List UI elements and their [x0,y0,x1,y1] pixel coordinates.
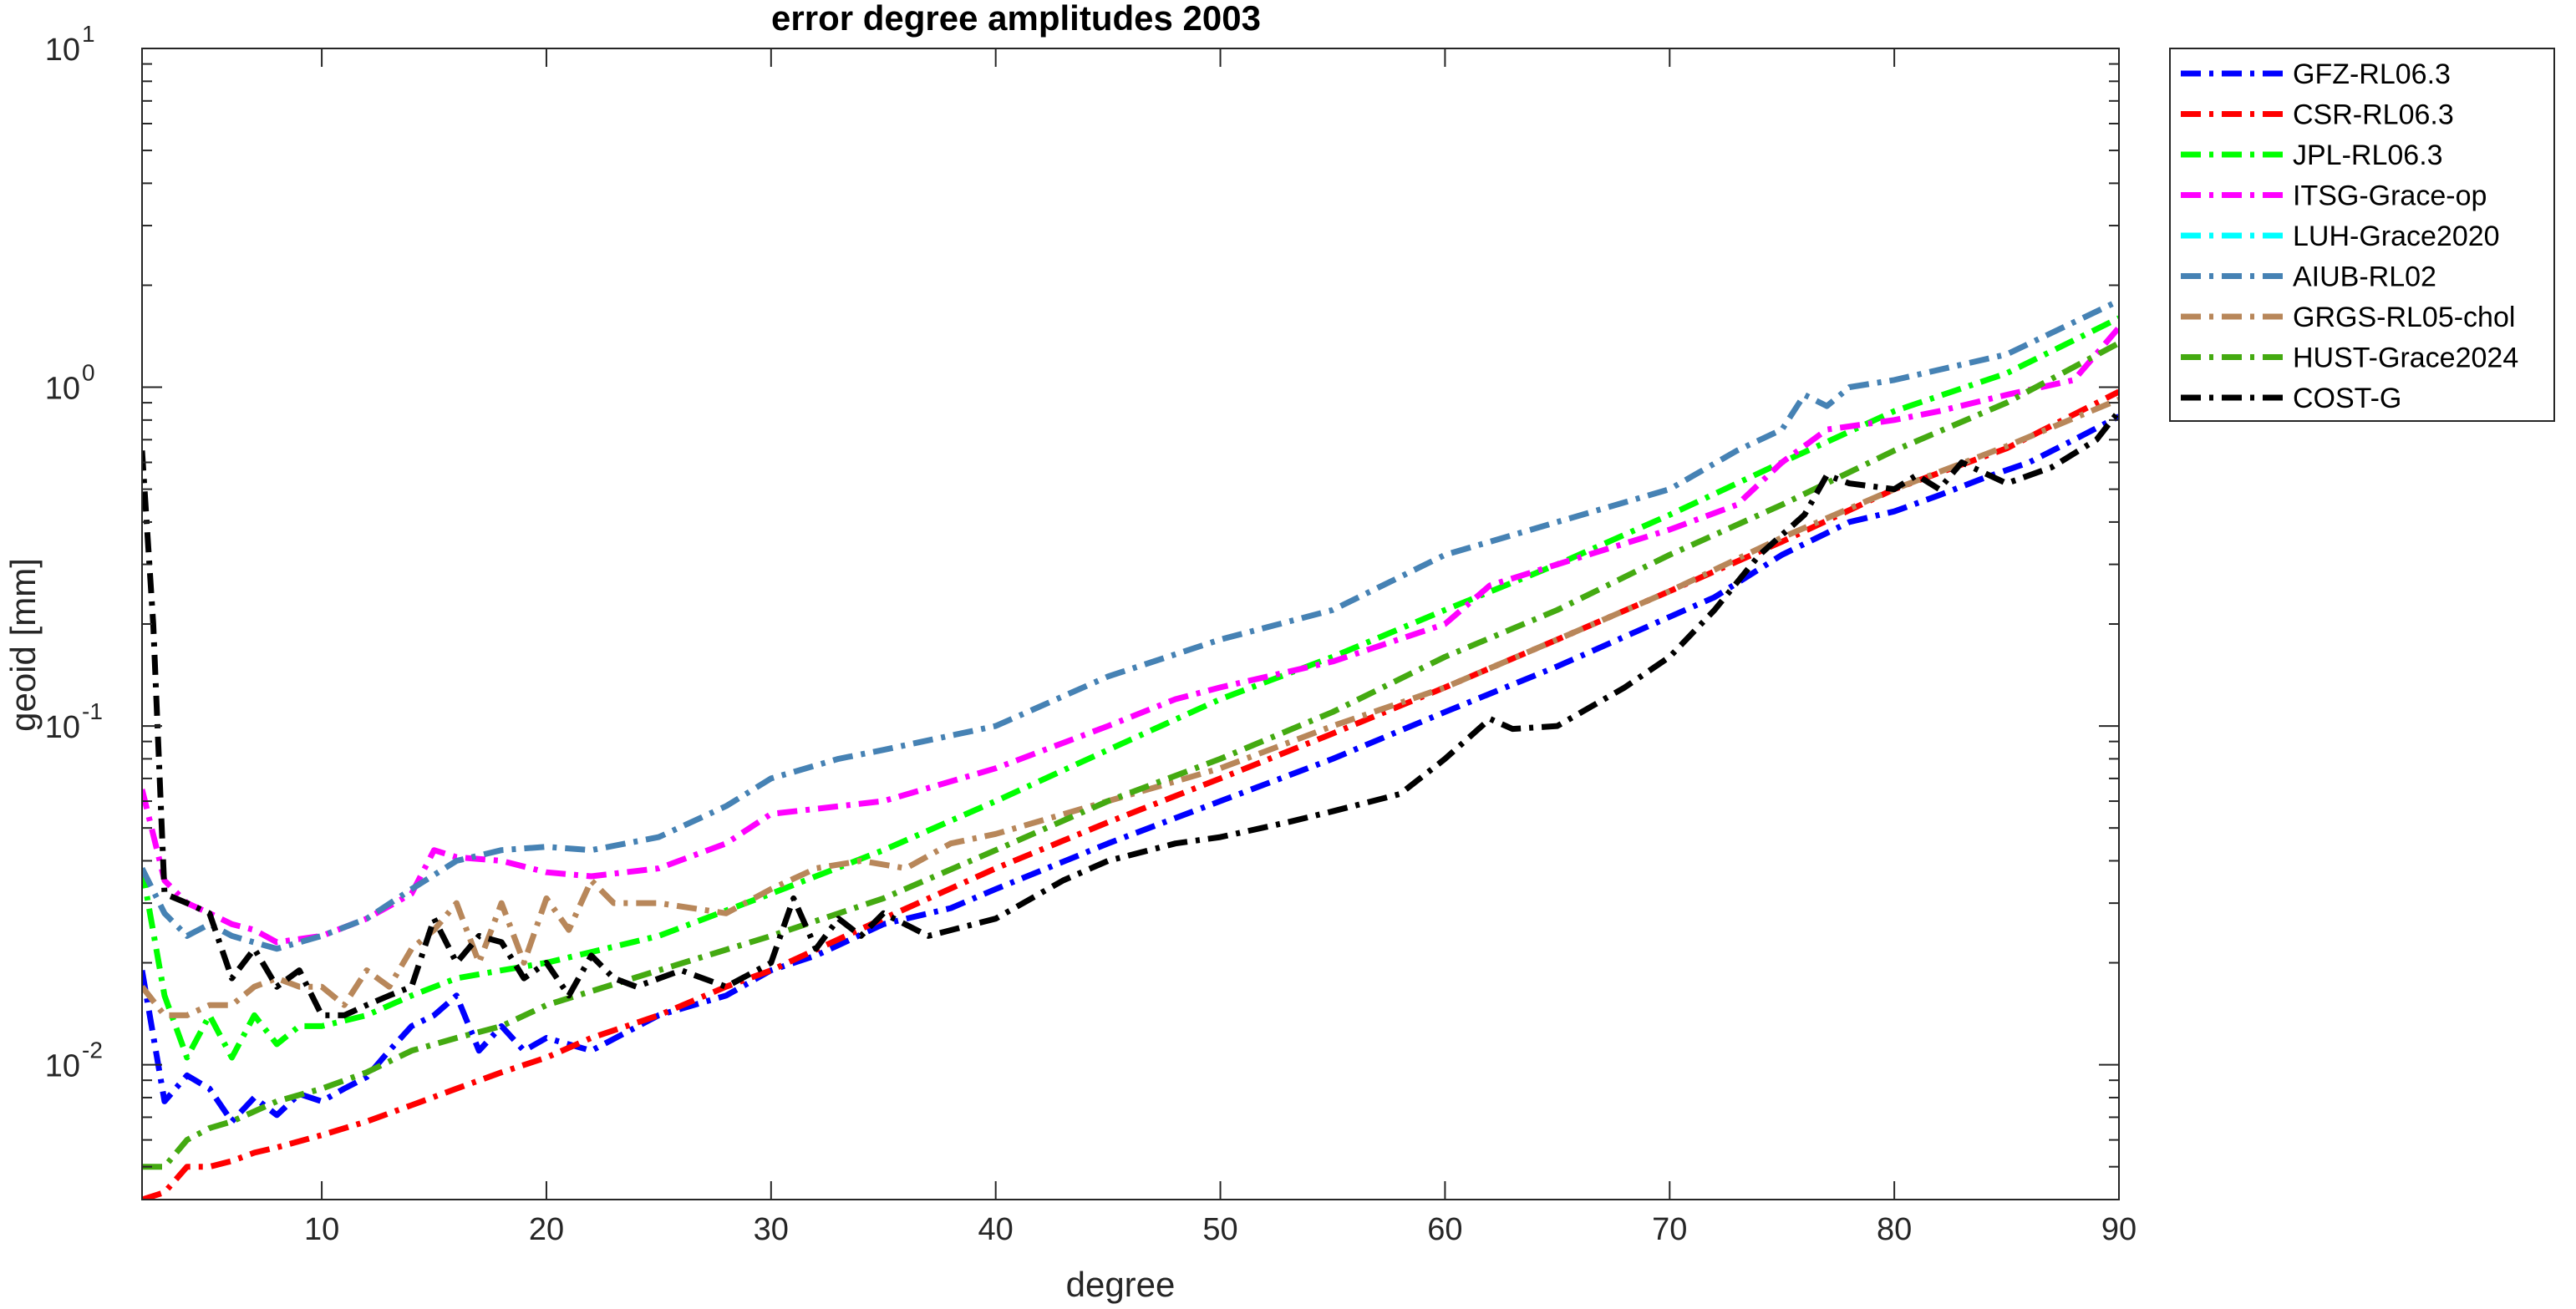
chart-title: error degree amplitudes 2003 [771,0,1261,38]
y-tick-label-base: 10 [45,33,80,68]
series-line-csr-rl06-3 [142,388,2119,1200]
series-line-gfz-rl06-3 [142,414,2119,1124]
x-tick-label: 90 [2101,1212,2137,1247]
plot-frame [141,48,2120,1200]
series-line-hust-grace2024 [142,340,2119,1170]
legend-entry: GRGS-RL05-chol [2181,302,2515,333]
y-tick-label-exp: -1 [82,698,103,724]
series-line-cost-g [142,409,2119,1018]
legend-label: GFZ-RL06.3 [2293,58,2451,90]
legend-label: LUH-Grace2020 [2293,221,2500,252]
y-tick-label-exp: -2 [82,1038,103,1063]
x-axis: 10 20 30 40 50 60 70 80 90 [304,48,2137,1247]
x-tick-label: 40 [978,1212,1014,1247]
x-tick-label: 70 [1652,1212,1687,1247]
legend-entry: LUH-Grace2020 [2181,221,2500,252]
y-tick-label-base: 10 [45,372,80,407]
series-line-jpl-rl06-3 [142,315,2119,1061]
x-tick-label: 60 [1427,1212,1462,1247]
legend-label: CSR-RL06.3 [2293,99,2454,131]
y-tick-label-base: 10 [45,1049,80,1084]
y-tick-label: 10 0 [45,360,95,407]
y-tick-label: 10 -1 [45,698,103,745]
x-tick-label: 20 [529,1212,564,1247]
legend-entry: JPL-RL06.3 [2181,140,2443,171]
legend-label: GRGS-RL05-chol [2293,302,2515,333]
legend-label: JPL-RL06.3 [2293,140,2443,171]
legend-label: AIUB-RL02 [2293,261,2436,293]
legend-entry: GFZ-RL06.3 [2181,58,2451,90]
y-tick-label: 10 -2 [45,1038,103,1084]
x-axis-label: degree [1066,1265,1176,1304]
y-tick-label: 10 1 [45,21,95,68]
y-tick-label-base: 10 [45,710,80,745]
legend-label: HUST-Grace2024 [2293,342,2518,374]
legend-entry: CSR-RL06.3 [2181,99,2454,131]
x-tick-label: 80 [1877,1212,1912,1247]
legend-entry: COST-G [2181,383,2401,414]
x-tick-label: 10 [304,1212,339,1247]
legend-label: ITSG-Grace-op [2293,180,2487,212]
legend-entry: AIUB-RL02 [2181,261,2436,293]
legend-entry: HUST-Grace2024 [2181,342,2518,374]
series-line-aiub-rl02 [142,297,2119,952]
y-axis-label: geoid [mm] [3,558,43,732]
legend: GFZ-RL06.3 CSR-RL06.3 JPL-RL06.3 ITSG-Grace… [2169,48,2555,422]
y-tick-label-exp: 1 [82,21,95,47]
x-tick-label: 50 [1202,1212,1237,1247]
x-tick-label: 30 [754,1212,789,1247]
legend-label: COST-G [2293,383,2401,414]
series-line-itsg-grace-op [142,325,2119,946]
y-tick-label-exp: 0 [82,360,95,386]
series-line-grgs-rl05-chol [142,396,2119,1018]
series-layer [142,297,2119,1200]
legend-entry: ITSG-Grace-op [2181,180,2487,212]
